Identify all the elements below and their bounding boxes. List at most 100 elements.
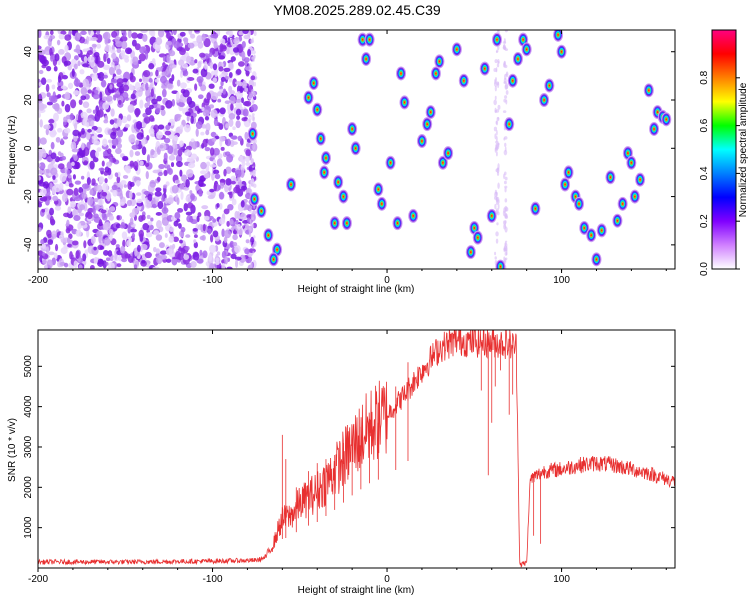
noise-speckle bbox=[89, 160, 95, 170]
spectral-peak bbox=[373, 182, 384, 197]
noise-speckle bbox=[230, 103, 234, 111]
noise-speckle bbox=[93, 256, 98, 265]
noise-speckle bbox=[75, 250, 80, 259]
noise-speckle bbox=[178, 102, 185, 108]
noise-speckle bbox=[184, 245, 190, 251]
spectral-peak bbox=[521, 42, 532, 57]
noise-speckle bbox=[49, 215, 54, 224]
peak-ring bbox=[396, 222, 399, 225]
noise-speckle bbox=[155, 212, 162, 216]
noise-speckle bbox=[223, 168, 227, 177]
noise-speckle bbox=[167, 197, 174, 205]
noise-speckle bbox=[226, 220, 230, 227]
noise-speckle bbox=[135, 139, 140, 145]
noise-speckle bbox=[194, 59, 198, 64]
noise-speckle bbox=[163, 203, 167, 212]
noise-speckle bbox=[141, 193, 145, 201]
noise-speckle bbox=[72, 240, 79, 246]
noise-speckle bbox=[232, 47, 240, 53]
noise-speckle bbox=[80, 95, 87, 101]
noise-speckle bbox=[168, 235, 175, 243]
streak-speckle bbox=[494, 79, 497, 85]
noise-speckle bbox=[197, 94, 204, 100]
noise-speckle bbox=[90, 235, 96, 244]
peak-ring bbox=[389, 161, 392, 164]
noise-speckle bbox=[155, 248, 160, 254]
noise-speckle bbox=[74, 32, 81, 42]
streak-speckle bbox=[504, 95, 508, 99]
snr-ytick-label: 4000 bbox=[23, 395, 34, 418]
peak-ring bbox=[567, 171, 570, 174]
noise-speckle bbox=[150, 149, 155, 156]
streak-speckle bbox=[504, 30, 508, 33]
noise-speckle bbox=[141, 137, 146, 147]
noise-speckle bbox=[75, 229, 82, 237]
noise-speckle bbox=[156, 220, 162, 229]
noise-speckle bbox=[134, 151, 141, 156]
noise-speckle bbox=[248, 248, 256, 254]
streak-speckle bbox=[494, 256, 497, 260]
noise-speckle bbox=[195, 121, 203, 130]
noise-speckle bbox=[134, 81, 141, 91]
noise-speckle bbox=[67, 206, 72, 214]
spectral-peak bbox=[437, 155, 448, 170]
noise-speckle bbox=[111, 31, 118, 38]
noise-speckle bbox=[86, 177, 91, 185]
noise-speckle bbox=[56, 39, 61, 46]
noise-speckle bbox=[98, 176, 105, 183]
noise-speckle bbox=[170, 162, 175, 167]
peak-ring bbox=[477, 236, 479, 239]
noise-speckle bbox=[237, 135, 243, 142]
noise-speckle bbox=[90, 135, 98, 144]
noise-speckle bbox=[106, 57, 111, 65]
spectral-peak bbox=[286, 177, 297, 192]
noise-speckle bbox=[39, 119, 43, 128]
noise-speckle bbox=[61, 193, 68, 203]
noise-speckle bbox=[92, 207, 96, 215]
noise-speckle bbox=[49, 128, 57, 138]
colorbar-gradient bbox=[711, 29, 737, 270]
noise-speckle bbox=[182, 89, 190, 98]
streak-speckle bbox=[504, 73, 507, 80]
noise-speckle bbox=[92, 93, 100, 100]
peak-ring bbox=[574, 195, 577, 198]
noise-speckle bbox=[96, 230, 103, 238]
peak-ring bbox=[583, 226, 585, 229]
spectral-peak bbox=[596, 223, 607, 238]
noise-speckle bbox=[68, 233, 73, 240]
streak-speckle bbox=[503, 256, 506, 262]
noise-speckle bbox=[168, 50, 176, 57]
spectral-peak bbox=[479, 61, 490, 76]
streak-speckle bbox=[249, 188, 253, 195]
noise-speckle bbox=[119, 224, 126, 229]
streak-speckle bbox=[493, 99, 497, 106]
noise-speckle bbox=[77, 222, 82, 230]
noise-speckle bbox=[180, 226, 186, 233]
streak-speckle bbox=[505, 206, 509, 212]
noise-speckle bbox=[225, 123, 230, 129]
noise-speckle bbox=[141, 146, 147, 156]
noise-speckle bbox=[219, 135, 226, 142]
noise-speckle bbox=[244, 248, 250, 255]
noise-speckle bbox=[220, 44, 227, 52]
noise-speckle bbox=[122, 174, 129, 179]
spectral-peak bbox=[256, 204, 267, 219]
peak-ring bbox=[267, 234, 270, 237]
noise-speckle bbox=[146, 154, 150, 163]
noise-speckle bbox=[227, 37, 231, 45]
noise-speckle bbox=[66, 237, 71, 243]
noise-speckle bbox=[145, 107, 152, 116]
noise-speckle bbox=[237, 61, 245, 67]
noise-speckle bbox=[131, 144, 139, 150]
noise-speckle bbox=[196, 258, 204, 264]
noise-speckle bbox=[146, 214, 151, 220]
noise-speckle bbox=[208, 83, 215, 89]
spectral-peak bbox=[491, 32, 502, 47]
noise-speckle bbox=[136, 33, 144, 40]
peak-ring bbox=[473, 226, 476, 229]
noise-speckle bbox=[126, 239, 132, 247]
peak-ring bbox=[323, 171, 325, 174]
noise-speckle bbox=[138, 78, 142, 83]
noise-speckle bbox=[244, 87, 249, 93]
noise-speckle bbox=[78, 212, 85, 217]
